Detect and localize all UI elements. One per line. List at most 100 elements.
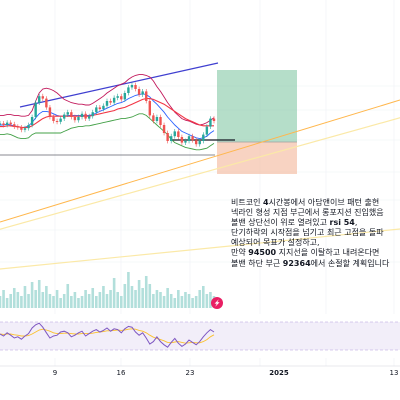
annotation-text: 예상되어 목표가 설정하고, bbox=[231, 238, 320, 248]
volume-bar bbox=[27, 294, 30, 308]
volume-bar bbox=[91, 288, 95, 308]
annotation-line: 예상되어 목표가 설정하고, bbox=[231, 238, 400, 248]
annotation-text: rsi 54 bbox=[329, 218, 355, 228]
candle-body bbox=[41, 96, 44, 99]
volume-bar bbox=[5, 298, 9, 308]
volume-bar bbox=[191, 298, 194, 308]
candle-body bbox=[148, 101, 151, 116]
volume-bar bbox=[180, 296, 184, 308]
candle-body bbox=[34, 102, 37, 117]
volume-bar bbox=[45, 286, 48, 308]
annotation-text: 단기하락의 시작점을 넘기고 최근 고점을 돌파 bbox=[231, 228, 384, 238]
volume-bar bbox=[98, 292, 102, 308]
trendline-lower-yellow[interactable] bbox=[0, 228, 400, 270]
lightning-icon bbox=[214, 299, 220, 307]
volume-bar bbox=[34, 290, 37, 308]
candle-body bbox=[30, 117, 34, 125]
volume-bar bbox=[144, 276, 148, 308]
candle-body bbox=[209, 118, 212, 127]
volume-bar bbox=[95, 296, 98, 308]
candle-body bbox=[27, 125, 30, 129]
volume-bar bbox=[23, 286, 27, 308]
annotation-line: 만약 94500 지지선을 이탈하고 내려온다면 bbox=[231, 248, 400, 258]
volume-bar bbox=[9, 294, 12, 308]
candle-body bbox=[145, 91, 148, 101]
volume-bar bbox=[12, 288, 16, 308]
candle-body bbox=[180, 137, 184, 143]
volume-bar bbox=[166, 288, 169, 308]
volume-bar bbox=[70, 296, 73, 308]
annotation-text: 볼밴 상단선이 위로 열려있고 bbox=[231, 218, 330, 228]
volume-bar bbox=[105, 294, 109, 308]
volume-bar bbox=[30, 282, 34, 308]
trendline-orange[interactable] bbox=[0, 99, 400, 223]
volume-bar bbox=[123, 284, 127, 308]
candle-body bbox=[112, 97, 116, 103]
volume-bar bbox=[198, 290, 202, 308]
candle-body bbox=[184, 141, 187, 143]
annotation-line: 볼밴 하단 부근 92364에서 손절할 계획입니다 bbox=[231, 259, 400, 269]
annotation-line: 볼밴 상단선이 위로 열려있고 rsi 54, bbox=[231, 218, 400, 228]
volume-bar bbox=[194, 296, 198, 308]
candle-body bbox=[84, 113, 87, 119]
annotation-text: 넥라인 형성 지점 부근에서 롱포지션 진입했음 bbox=[231, 208, 384, 218]
bb-lower-line bbox=[0, 113, 215, 151]
volume-bar bbox=[59, 298, 62, 308]
analysis-annotation[interactable]: 비트코인 4시간봉에서 아담앤이브 패턴 출현 넥라인 형성 지점 부근에서 롱포… bbox=[231, 198, 400, 269]
candle-body bbox=[98, 107, 102, 109]
alert-icon[interactable] bbox=[211, 297, 223, 309]
candle-body bbox=[116, 96, 119, 98]
time-tick-label: 2025 bbox=[269, 369, 289, 377]
volume-bar bbox=[109, 290, 112, 308]
rsi-line bbox=[0, 322, 215, 348]
rsi-ma-line bbox=[0, 328, 215, 344]
volume-bar bbox=[119, 296, 123, 308]
candle-body bbox=[52, 117, 55, 121]
candle-body bbox=[191, 136, 194, 141]
volume-bar bbox=[102, 286, 105, 308]
candle-body bbox=[212, 118, 216, 121]
candle-body bbox=[13, 124, 16, 127]
candle-body bbox=[0, 123, 2, 125]
trendline-upper-yellow[interactable] bbox=[0, 115, 400, 232]
candle-body bbox=[170, 136, 173, 141]
candle-body bbox=[123, 93, 127, 100]
candle-body bbox=[23, 128, 27, 130]
candle-body bbox=[59, 118, 62, 122]
candle-body bbox=[152, 115, 155, 121]
time-tick-label: 13 bbox=[390, 369, 399, 377]
candle-body bbox=[91, 112, 94, 117]
candle-body bbox=[102, 105, 105, 109]
candle-body bbox=[198, 141, 201, 145]
time-axis[interactable]: 9 16 23 2025 13 bbox=[53, 369, 399, 377]
candle-body bbox=[141, 91, 144, 95]
candle-body bbox=[16, 126, 20, 128]
volume-bar bbox=[87, 294, 91, 308]
volume-bar bbox=[66, 284, 70, 308]
volume-bar bbox=[80, 296, 84, 308]
volume-bar bbox=[16, 292, 20, 308]
candle-body bbox=[187, 136, 191, 141]
target-zone[interactable] bbox=[217, 70, 297, 142]
annotation-text: 만약 bbox=[231, 248, 249, 258]
volume-bar bbox=[205, 294, 209, 308]
candle-body bbox=[177, 131, 180, 137]
candle-body bbox=[105, 101, 109, 106]
annotation-text: 볼밴 하단 부근 bbox=[231, 258, 283, 268]
candle-body bbox=[162, 125, 166, 133]
volume-bar bbox=[141, 288, 144, 308]
candle-body bbox=[5, 122, 9, 125]
annotation-text: 에서 손절할 계획입니다 bbox=[310, 258, 390, 268]
candle-body bbox=[120, 96, 123, 100]
candle-body bbox=[205, 126, 209, 135]
candle-body bbox=[63, 114, 66, 119]
volume-bar bbox=[2, 290, 5, 308]
candle-body bbox=[159, 117, 162, 125]
candle-body bbox=[55, 121, 59, 122]
volume-bar bbox=[209, 292, 212, 308]
candle-body bbox=[45, 98, 48, 108]
candle-body bbox=[155, 117, 159, 121]
volume-bar bbox=[162, 296, 166, 308]
